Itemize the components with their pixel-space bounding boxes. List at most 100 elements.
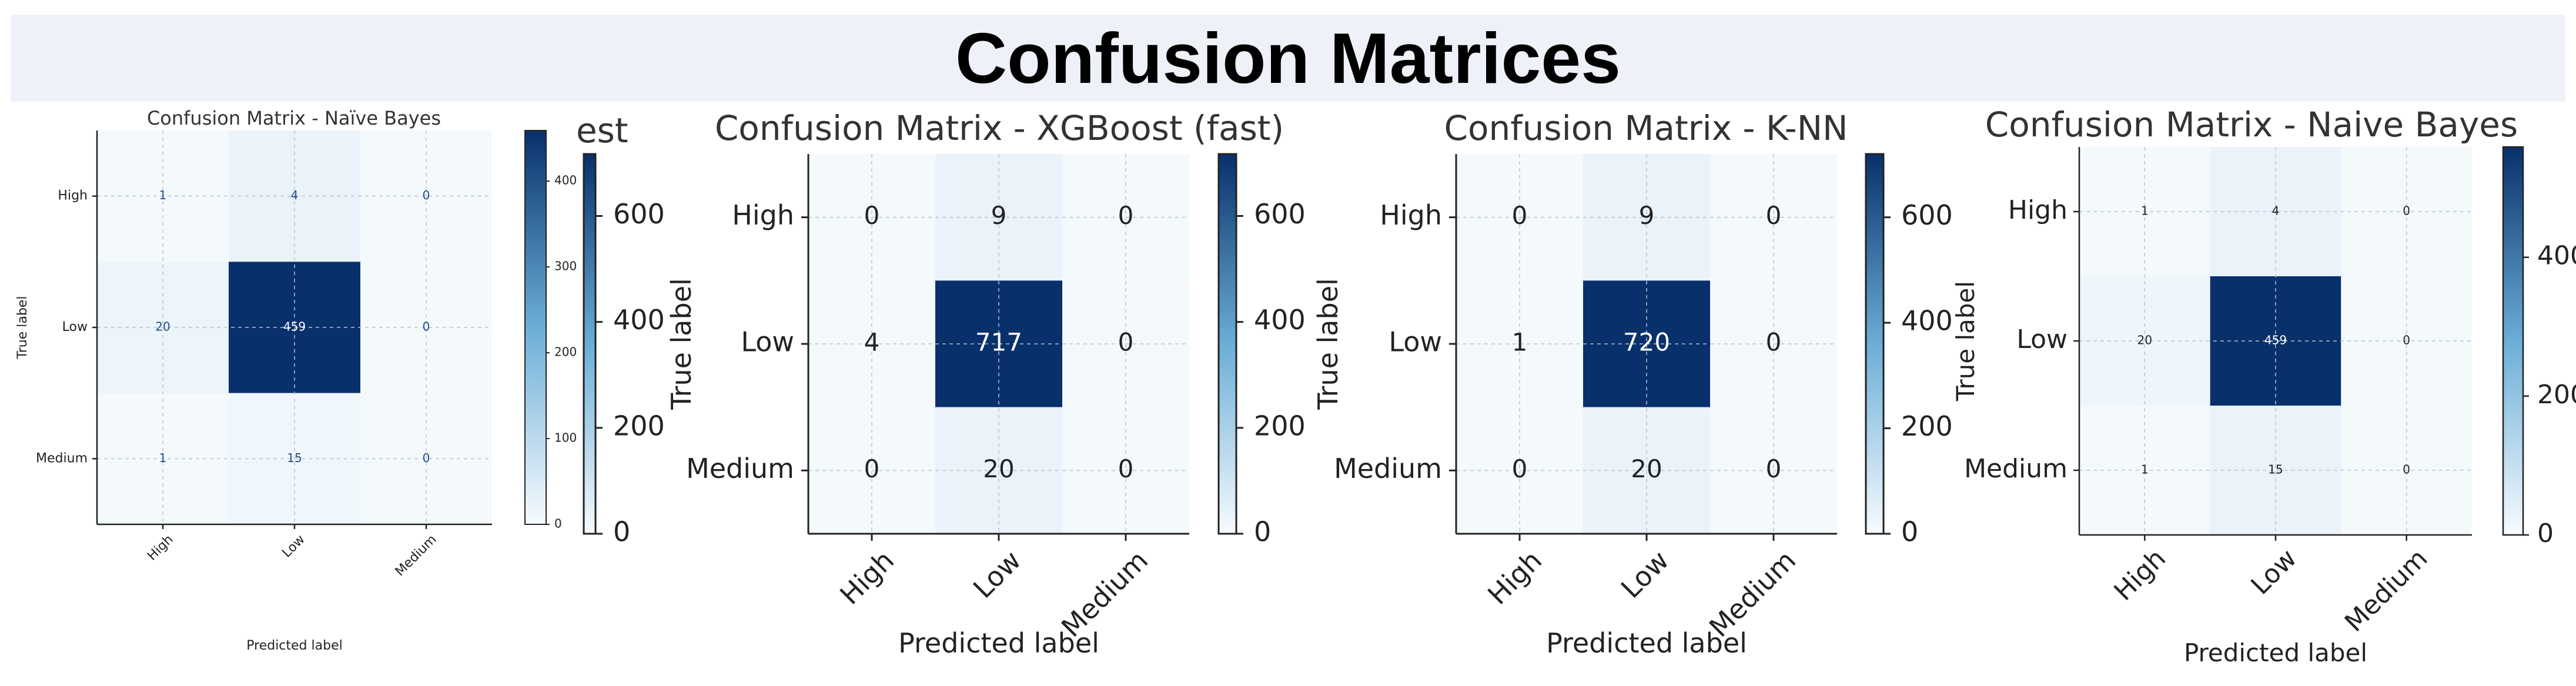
colorbar-gradient xyxy=(1217,153,1237,535)
x-tick-label: Medium xyxy=(393,532,440,579)
overlap-title-fragment: est xyxy=(576,111,628,150)
x-tick-label: Medium xyxy=(2339,543,2433,637)
colorbar-tick-label: 200 xyxy=(613,410,665,441)
cell-value: 15 xyxy=(287,451,302,465)
y-tick-label: High xyxy=(2008,195,2068,225)
cell-value: 0 xyxy=(423,451,430,465)
y-tick-label: Medium xyxy=(686,453,794,484)
y-axis-label: True label xyxy=(1951,281,1980,401)
colorbar-overlap: 0 200 400 600 xyxy=(583,153,665,548)
cell-value: 1 xyxy=(2141,204,2149,218)
y-tick-label: High xyxy=(1380,199,1442,231)
matrix-title: Confusion Matrix - XGBoost (fast) xyxy=(715,108,1284,148)
title-banner: Confusion Matrices xyxy=(11,15,2565,102)
y-tick-label: High xyxy=(58,189,88,203)
cell-value: 1 xyxy=(1512,328,1528,357)
x-tick-label: Low xyxy=(2245,543,2302,600)
cell-value: 0 xyxy=(1512,201,1528,230)
cell-value: 0 xyxy=(423,320,430,334)
x-tick-label: High xyxy=(2109,543,2172,607)
colorbar-gradient xyxy=(583,153,597,535)
y-tick-label: Medium xyxy=(1334,453,1442,484)
colorbar-tick-label: 400 xyxy=(613,304,665,336)
cell-value: 1 xyxy=(2141,463,2149,477)
cell-value: 459 xyxy=(283,320,306,334)
colorbar-tick-label: 400 xyxy=(1901,305,1953,337)
cell-value: 0 xyxy=(1766,328,1782,357)
cell-value: 720 xyxy=(1623,328,1670,357)
cell-value: 717 xyxy=(975,328,1022,357)
y-tick-label: Low xyxy=(741,326,794,358)
cell-value: 0 xyxy=(1512,454,1528,483)
cell-value: 0 xyxy=(1118,201,1134,230)
cell-value: 9 xyxy=(991,201,1007,230)
x-tick-label: High xyxy=(834,544,900,611)
cell-value: 0 xyxy=(2403,204,2410,218)
cell-value: 0 xyxy=(1118,454,1134,483)
colorbar-tick-label: 200 xyxy=(1901,410,1953,442)
colorbar-tick-label: 600 xyxy=(1254,198,1306,230)
y-tick-label: High xyxy=(732,199,794,231)
matrix-title: Confusion Matrix - Naive Bayes xyxy=(1985,105,2518,145)
y-tick-label: Low xyxy=(62,320,88,334)
colorbar-tick-label: 300 xyxy=(554,259,577,273)
x-axis-label: Predicted label xyxy=(898,627,1099,659)
cell-value: 0 xyxy=(2403,463,2410,477)
cell-value: 0 xyxy=(864,454,880,483)
confusion-matrix-1: Confusion Matrix - Naïve Bayes 1 4 0 20 459 0 1… xyxy=(15,107,492,653)
cell-value: 20 xyxy=(1631,454,1662,483)
colorbar-tick-label: 200 xyxy=(1254,410,1306,441)
cell-value: 0 xyxy=(2403,333,2410,347)
y-axis-label: True label xyxy=(15,296,30,360)
confusion-matrix-4: Confusion Matrix - Naive Bayes 1 4 0 20 459 0 1… xyxy=(1951,105,2518,667)
cell-value: 4 xyxy=(864,328,880,357)
x-axis-label: Predicted label xyxy=(2184,638,2367,667)
colorbar-tick-label: 400 xyxy=(1254,304,1306,336)
colorbar-gradient xyxy=(2502,146,2524,536)
cell-value: 0 xyxy=(864,201,880,230)
x-tick-label: High xyxy=(1481,544,1548,611)
y-tick-label: Medium xyxy=(36,451,88,466)
colorbar-tick-label: 200 xyxy=(2537,380,2576,410)
confusion-matrix-2: Confusion Matrix - XGBoost (fast) 0 9 0 4 717… xyxy=(665,108,1284,659)
colorbar-naive-bayes: 0 200 400 xyxy=(2502,146,2576,548)
colorbar-xgboost: 0 200 400 600 xyxy=(1217,153,1306,548)
y-axis-label: True label xyxy=(665,278,697,410)
colorbar-tick-label: 200 xyxy=(554,345,577,359)
cell-value: 0 xyxy=(1766,201,1782,230)
y-tick-label: Medium xyxy=(1964,454,2068,484)
colorbar-tick-label: 0 xyxy=(1901,516,1918,548)
colorbar-tick-label: 0 xyxy=(1254,516,1271,548)
y-tick-label: Low xyxy=(2016,324,2068,354)
cell-value: 1 xyxy=(159,188,167,202)
cell-value: 4 xyxy=(2272,204,2280,218)
page-title: Confusion Matrices xyxy=(955,18,1621,98)
colorbar-tick-label: 600 xyxy=(613,198,665,230)
matrix-title: Confusion Matrix - Naïve Bayes xyxy=(147,107,441,129)
colorbar-knn: 0 200 400 600 xyxy=(1865,153,1953,548)
x-tick-label: Low xyxy=(1615,544,1675,604)
cell-value: 459 xyxy=(2264,333,2287,347)
colorbar-tick-label: 0 xyxy=(2537,518,2554,548)
colorbar-tick-label: 0 xyxy=(613,516,630,548)
cell-value: 9 xyxy=(1639,201,1655,230)
matrix-title: Confusion Matrix - K-NN xyxy=(1444,108,1848,148)
colorbar-tick-label: 400 xyxy=(554,173,577,188)
x-axis-label: Predicted label xyxy=(246,638,342,653)
cell-value: 20 xyxy=(983,454,1014,483)
colorbar-naive-bayes-small: 0 100 200 300 400 xyxy=(524,130,577,531)
colorbar-tick-label: 0 xyxy=(554,517,562,531)
colorbar-gradient xyxy=(524,130,547,525)
x-axis-label: Predicted label xyxy=(1546,627,1747,659)
x-tick-label: Low xyxy=(279,532,307,560)
y-axis-label: True label xyxy=(1312,278,1344,410)
cell-value: 15 xyxy=(2268,463,2283,477)
cell-value: 4 xyxy=(291,188,299,202)
x-tick-label: High xyxy=(145,532,176,563)
cell-value: 1 xyxy=(159,451,167,465)
colorbar-tick-label: 400 xyxy=(2537,241,2576,271)
y-tick-label: Low xyxy=(1389,326,1442,358)
colorbar-tick-label: 600 xyxy=(1901,199,1953,231)
x-tick-label: Low xyxy=(967,544,1027,604)
